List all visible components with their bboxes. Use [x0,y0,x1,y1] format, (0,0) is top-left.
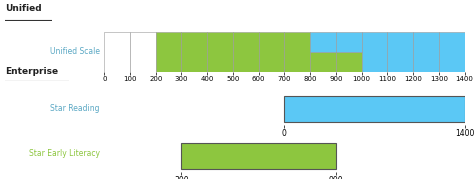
Bar [413,32,439,72]
Bar [182,32,207,72]
Text: Unified: Unified [5,4,41,13]
Text: Star Early Literacy: Star Early Literacy [28,149,100,158]
Bar [310,52,336,72]
Bar [387,32,413,72]
Bar [104,32,130,72]
Bar [284,32,310,72]
Bar [182,143,336,169]
Bar [439,32,465,72]
Text: Enterprise: Enterprise [5,67,58,76]
Bar [259,32,284,72]
Bar [336,32,362,52]
Bar [233,32,259,72]
Bar [207,32,233,72]
Bar [362,32,387,72]
Bar [310,32,336,52]
Bar [284,96,465,122]
Text: Star Reading: Star Reading [50,104,100,113]
Bar [156,32,182,72]
Text: Unified Scale: Unified Scale [50,47,100,55]
Bar [336,52,362,72]
Bar [130,32,156,72]
